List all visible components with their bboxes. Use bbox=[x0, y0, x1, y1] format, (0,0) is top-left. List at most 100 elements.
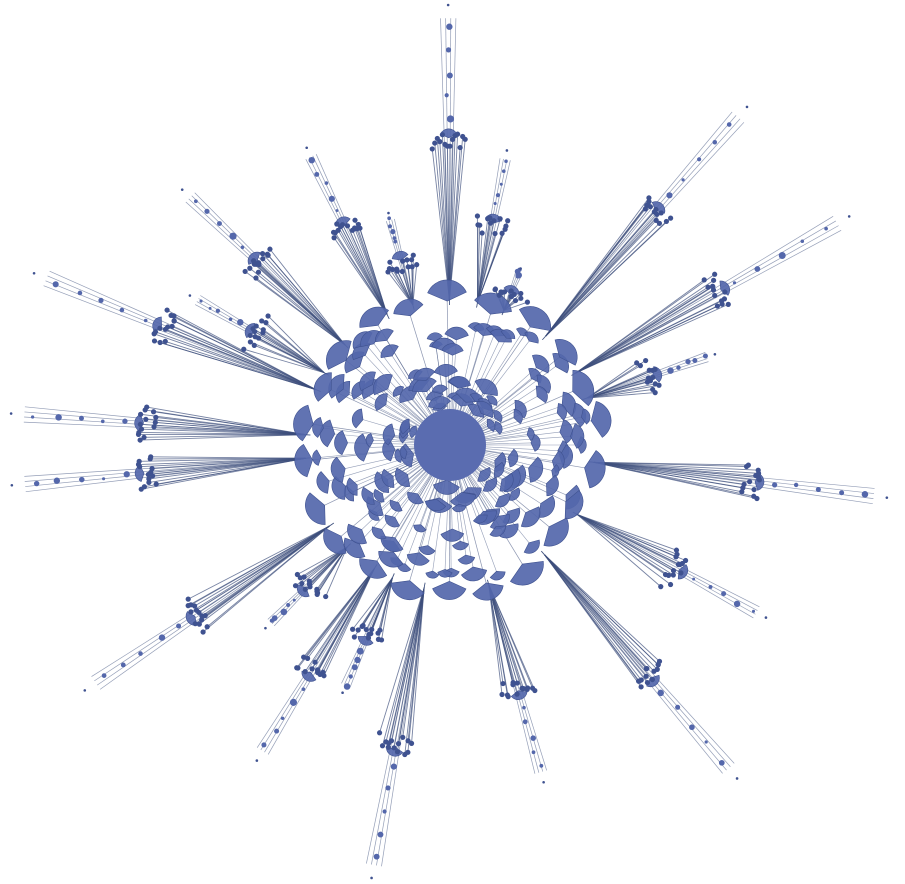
end-node bbox=[9, 412, 13, 415]
leaf-node bbox=[642, 206, 648, 212]
branch-edge bbox=[264, 564, 378, 753]
leaf-node bbox=[437, 139, 443, 145]
tail-node bbox=[102, 477, 106, 481]
leaf-node bbox=[650, 386, 656, 393]
end-node bbox=[713, 352, 717, 356]
leaf-edge bbox=[261, 320, 325, 374]
leaf-node bbox=[192, 621, 198, 627]
inner-cluster bbox=[361, 486, 375, 505]
leaf-edge bbox=[258, 262, 346, 346]
leaf-edge bbox=[323, 568, 375, 676]
leaf-node bbox=[670, 567, 677, 574]
leaf-node bbox=[654, 666, 660, 672]
leaf-edge bbox=[381, 577, 393, 641]
inner-cluster bbox=[536, 374, 551, 394]
leaf-node bbox=[400, 734, 406, 740]
mid-cluster bbox=[359, 558, 388, 579]
leaf-node bbox=[410, 252, 416, 258]
leaf-edge bbox=[577, 514, 677, 551]
tail-node bbox=[208, 306, 212, 310]
leaf-node bbox=[404, 257, 410, 263]
tail-node bbox=[708, 584, 713, 589]
leaf-node bbox=[514, 691, 520, 697]
leaf-edge bbox=[146, 406, 306, 436]
leaf-node bbox=[162, 338, 168, 344]
leaf-node bbox=[365, 635, 372, 641]
tail-node bbox=[390, 229, 396, 235]
mid-cluster bbox=[432, 580, 467, 600]
leaf-edge bbox=[575, 303, 729, 374]
tail-node bbox=[351, 664, 358, 671]
inner-cluster bbox=[546, 474, 559, 497]
leaf-edge bbox=[145, 409, 306, 436]
inner-cluster bbox=[384, 514, 400, 528]
leaf-node bbox=[497, 216, 503, 222]
inner-cluster bbox=[392, 386, 405, 398]
leaf-edge bbox=[357, 577, 393, 631]
leaf-edge bbox=[206, 525, 330, 628]
leaf-node bbox=[512, 297, 519, 304]
inner-cluster bbox=[395, 467, 411, 487]
leaf-edge bbox=[138, 457, 306, 465]
leaf-edge bbox=[587, 369, 653, 399]
leaf-edge bbox=[593, 461, 760, 481]
leaf-node bbox=[503, 223, 509, 229]
end-node bbox=[847, 215, 851, 218]
tail-node bbox=[98, 297, 104, 303]
leaf-edge bbox=[412, 264, 418, 305]
inner-cluster bbox=[428, 396, 451, 410]
inner-cluster bbox=[380, 344, 399, 359]
mid-cluster bbox=[572, 369, 595, 407]
leaf-edge bbox=[340, 226, 388, 315]
leaf-node bbox=[383, 739, 389, 745]
inner-cluster bbox=[507, 448, 519, 468]
leaf-edge bbox=[154, 340, 317, 391]
leaf-node bbox=[663, 218, 670, 225]
leaf-node bbox=[462, 136, 468, 142]
leaf-edge bbox=[576, 514, 671, 585]
tail-node bbox=[143, 318, 148, 323]
leaf-node bbox=[725, 301, 731, 307]
tail-node bbox=[692, 577, 696, 581]
inner-cluster bbox=[493, 461, 505, 478]
leaf-node bbox=[491, 218, 497, 224]
inner-cluster bbox=[406, 552, 430, 566]
mid-cluster bbox=[590, 401, 612, 438]
leaf-edge bbox=[402, 587, 425, 738]
tail-node bbox=[493, 201, 497, 206]
leaf-node bbox=[152, 419, 158, 426]
leaf-node bbox=[414, 262, 420, 268]
leaf-edge bbox=[148, 457, 306, 483]
leaf-node bbox=[646, 199, 652, 205]
leaf-node bbox=[188, 602, 194, 608]
tail-node bbox=[718, 759, 725, 766]
inner-cluster bbox=[316, 471, 330, 494]
tail-node bbox=[30, 415, 35, 419]
inner-cluster bbox=[474, 378, 498, 396]
inner-cluster bbox=[407, 491, 424, 505]
leaf-edge bbox=[204, 525, 330, 617]
leaf-node bbox=[439, 132, 446, 138]
inner-cluster bbox=[535, 385, 548, 404]
leaf-edge bbox=[267, 254, 346, 346]
tail-node bbox=[348, 674, 353, 679]
mid-cluster bbox=[427, 279, 467, 302]
leaf-node bbox=[377, 627, 383, 633]
leaf-edge bbox=[575, 279, 705, 374]
leaf-node bbox=[253, 323, 259, 329]
leaf-edge bbox=[544, 554, 658, 670]
leaf-edge bbox=[150, 457, 306, 473]
inner-cluster bbox=[433, 363, 458, 378]
leaf-node bbox=[355, 627, 361, 633]
inner-cluster bbox=[346, 477, 358, 496]
tail-node bbox=[675, 704, 681, 710]
end-node bbox=[387, 211, 390, 215]
inner-cluster bbox=[530, 433, 541, 452]
leaf-edge bbox=[352, 577, 393, 630]
tail-node bbox=[240, 245, 245, 250]
leaf-edge bbox=[411, 587, 425, 744]
branch-edge bbox=[571, 220, 837, 376]
leaf-node bbox=[505, 218, 511, 224]
leaf-edge bbox=[352, 230, 388, 315]
inner-cluster bbox=[437, 569, 453, 578]
